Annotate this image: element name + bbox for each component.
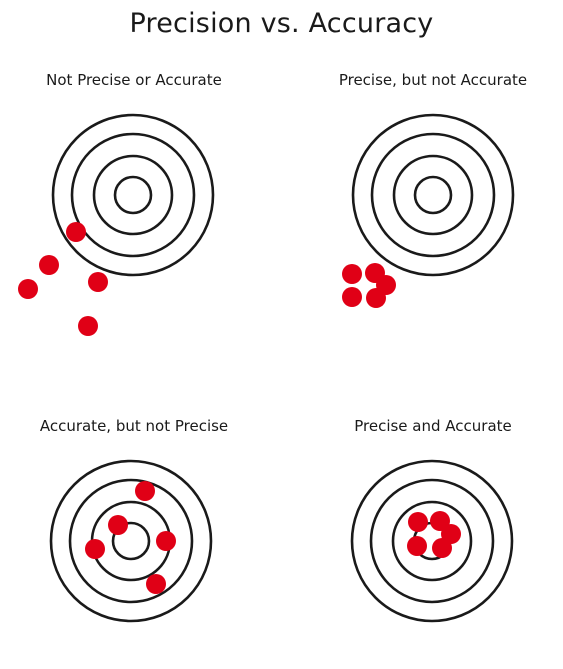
shot-dot-3 [18, 279, 38, 299]
target-ring-2 [369, 478, 495, 604]
target-ring-1 [51, 113, 215, 277]
shot-dot-5 [432, 538, 452, 558]
target-ring-1 [49, 459, 213, 623]
page-title: Precision vs. Accuracy [129, 8, 434, 39]
shot-dot-1 [135, 481, 155, 501]
panel-label-not-precise-or-accurate: Not Precise or Accurate [46, 71, 222, 89]
target-accurate-not-precise [49, 459, 213, 623]
target-precise-and-accurate [350, 459, 514, 623]
shot-dot-5 [366, 288, 386, 308]
shot-dot-1 [342, 264, 362, 284]
target-ring-4 [413, 175, 453, 215]
shot-dot-2 [108, 515, 128, 535]
shot-dot-4 [85, 539, 105, 559]
target-ring-4 [113, 175, 153, 215]
shot-dot-2 [39, 255, 59, 275]
target-precise-not-accurate [342, 113, 515, 308]
panel-label-accurate-not-precise: Accurate, but not Precise [39, 417, 229, 435]
shot-dot-5 [146, 574, 166, 594]
shot-dot-1 [408, 512, 428, 532]
target-not-precise-or-accurate [18, 113, 215, 336]
panel-label-precise-not-accurate: Precise, but not Accurate [338, 71, 528, 89]
target-ring-1 [351, 113, 515, 277]
shot-dot-4 [342, 287, 362, 307]
shot-dot-1 [66, 222, 86, 242]
target-ring-3 [392, 154, 474, 236]
shot-dot-3 [156, 531, 176, 551]
target-ring-2 [70, 132, 196, 258]
shot-dot-5 [78, 316, 98, 336]
target-ring-3 [92, 154, 174, 236]
shot-dot-4 [88, 272, 108, 292]
target-ring-2 [370, 132, 496, 258]
target-ring-4 [111, 521, 151, 561]
shot-dot-4 [407, 536, 427, 556]
target-ring-1 [350, 459, 514, 623]
target-ring-2 [68, 478, 194, 604]
target-ring-3 [391, 500, 473, 582]
panel-label-precise-and-accurate: Precise and Accurate [354, 417, 512, 435]
